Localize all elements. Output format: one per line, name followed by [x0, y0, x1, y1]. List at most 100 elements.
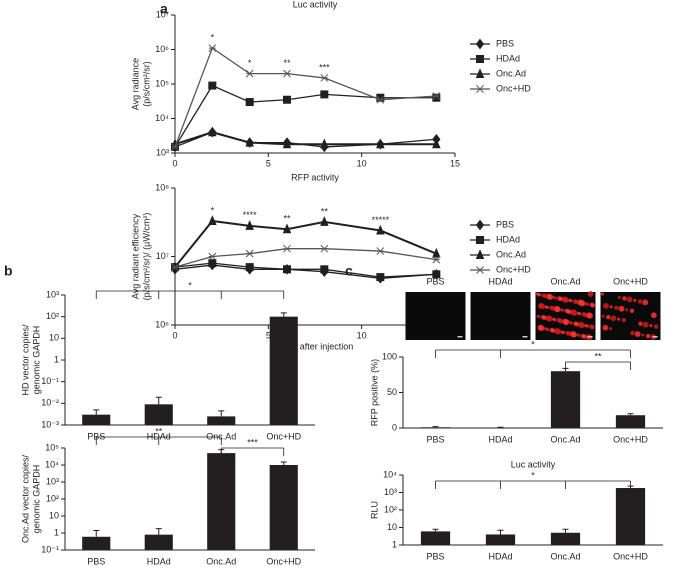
bar	[269, 465, 298, 550]
bar	[615, 488, 646, 545]
cell	[546, 315, 553, 322]
x-tick-label: HDAd	[488, 434, 512, 444]
significance: *	[531, 339, 535, 349]
cell	[601, 292, 604, 296]
marker	[376, 95, 385, 104]
y-tick-label: 10⁶	[155, 319, 169, 329]
y-tick-label: 10⁶	[155, 44, 169, 54]
y-tick-label: 10⁷	[156, 9, 169, 19]
error-bar	[497, 529, 504, 535]
marker	[376, 247, 385, 255]
significance-bracket	[435, 349, 631, 358]
bar	[207, 453, 236, 550]
cell	[617, 317, 621, 321]
y-tick-label: 10⁵	[45, 442, 59, 452]
cell	[577, 334, 581, 338]
image-label: HDAd	[488, 276, 512, 286]
marker	[320, 138, 329, 149]
marker	[245, 98, 254, 107]
y-tick-label: 10³	[384, 487, 397, 497]
x-tick-label: Onc+HD	[266, 431, 301, 441]
x-tick-label: Onc.Ad	[550, 551, 580, 561]
y-axis-label: Onc.Ad vector copies/	[20, 454, 30, 543]
marker	[320, 74, 329, 82]
cell	[587, 312, 593, 319]
cell	[649, 324, 653, 328]
bar	[615, 415, 646, 428]
cell	[561, 331, 565, 335]
y-tick-label: 10⁻³	[41, 419, 59, 429]
marker	[432, 138, 441, 149]
marker	[432, 270, 441, 279]
cell	[625, 308, 629, 312]
series-line	[174, 84, 437, 148]
scale-bar	[457, 336, 463, 338]
marker	[282, 223, 292, 234]
micrograph	[405, 292, 466, 340]
marker	[320, 90, 329, 99]
error-bar	[280, 312, 287, 317]
image-label: PBS	[426, 276, 444, 286]
y-axis-label: genomic GAPDH	[31, 326, 41, 395]
cell	[586, 302, 590, 306]
cell	[539, 303, 546, 310]
marker	[376, 224, 385, 235]
significance: **	[283, 58, 291, 68]
marker	[320, 244, 329, 253]
bar	[420, 427, 451, 428]
marker	[208, 44, 217, 52]
significance: *	[211, 205, 215, 215]
error-bar	[627, 413, 634, 416]
significance: *****	[372, 215, 390, 225]
y-tick-label: 10⁻¹	[41, 544, 59, 554]
y-axis-label: genomic GAPDH	[31, 465, 41, 534]
bar	[550, 532, 581, 545]
x-tick-label: Onc.Ad	[550, 434, 580, 444]
bar	[144, 404, 173, 425]
image-label: Onc+HD	[613, 276, 648, 286]
y-tick-label: 50	[387, 387, 397, 397]
cell	[542, 315, 547, 320]
y-tick-label: 10⁷	[156, 251, 169, 261]
cell	[614, 305, 619, 311]
error-bar	[432, 426, 439, 428]
bar	[82, 536, 111, 550]
marker	[245, 249, 254, 258]
y-tick-label: 100	[382, 351, 397, 361]
marker	[376, 273, 385, 282]
marker	[376, 138, 385, 149]
marker	[208, 259, 217, 268]
cell	[573, 299, 579, 305]
error-bar	[432, 528, 439, 532]
y-tick-label: 0	[392, 422, 397, 432]
x-tick-label: 15	[450, 158, 460, 168]
chart-title: Luc activity	[511, 459, 556, 469]
cell	[570, 321, 574, 325]
panel-letter: a	[160, 1, 168, 17]
legend-label: HDAd	[496, 53, 520, 63]
marker	[245, 263, 254, 272]
significance: **	[594, 351, 602, 361]
cell	[602, 324, 609, 331]
significance-bracket	[435, 480, 631, 489]
cell	[582, 334, 587, 339]
marker	[208, 252, 217, 261]
cell	[609, 327, 613, 331]
cell	[629, 308, 635, 314]
legend-label: Onc+HD	[496, 264, 531, 274]
marker	[475, 38, 485, 50]
legend-label: Onc+HD	[496, 83, 531, 93]
significance: *	[211, 32, 215, 42]
significance-bracket	[565, 361, 631, 370]
bar	[550, 371, 581, 428]
chart-title: Luc activity	[293, 0, 338, 9]
cell	[650, 312, 657, 319]
y-tick-label: 10⁴	[155, 113, 169, 123]
legend-label: PBS	[496, 38, 514, 48]
cell	[554, 306, 561, 313]
scale-bar	[587, 336, 593, 338]
cell	[626, 296, 633, 303]
cell	[586, 334, 593, 341]
cell	[555, 328, 562, 335]
